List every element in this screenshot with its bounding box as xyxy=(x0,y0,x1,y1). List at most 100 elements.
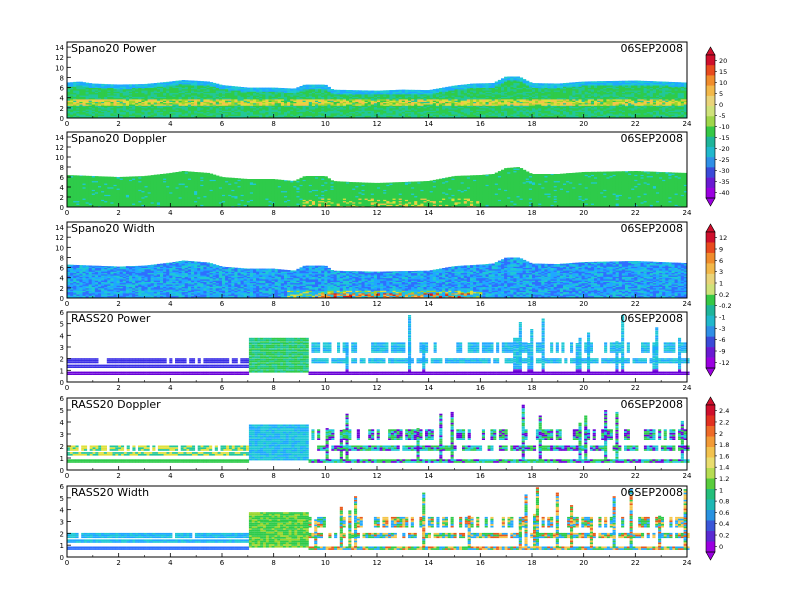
heatmap-cell xyxy=(582,82,586,83)
heatmap-cell xyxy=(262,88,266,90)
heatmap-cell xyxy=(430,90,434,91)
heatmap-cell xyxy=(148,84,152,85)
heatmap-cell xyxy=(544,83,548,84)
heatmap-cell xyxy=(163,82,167,83)
heatmap-cell xyxy=(551,83,555,84)
heatmap-cell xyxy=(396,90,400,91)
heatmap-cell xyxy=(603,81,607,82)
heatmap-cell xyxy=(265,88,269,90)
heatmap-cell xyxy=(507,77,511,78)
heatmap-cell xyxy=(467,84,471,86)
heatmap-cell xyxy=(253,88,257,90)
heatmap-cell xyxy=(281,88,285,89)
heatmap-cell xyxy=(606,81,610,82)
heatmap-cell xyxy=(293,88,297,89)
heatmap-cell xyxy=(145,84,149,86)
heatmap-cell xyxy=(464,84,468,85)
heatmap-cell xyxy=(123,84,127,85)
heatmap-cell xyxy=(402,90,406,91)
heatmap-cell xyxy=(386,90,390,92)
heatmap-cell xyxy=(526,81,530,82)
heatmap-cell xyxy=(362,90,366,91)
heatmap-cell xyxy=(191,81,195,82)
heatmap-cell xyxy=(538,83,542,84)
heatmap-cell xyxy=(110,84,114,85)
heatmap-cell xyxy=(405,90,409,91)
heatmap-cell xyxy=(318,85,322,86)
heatmap-cell xyxy=(634,81,638,82)
heatmap-cell xyxy=(157,83,161,85)
heatmap-cell xyxy=(278,88,282,89)
heatmap-cell xyxy=(290,89,294,90)
heatmap-cell xyxy=(172,81,176,82)
heatmap-cell xyxy=(439,88,443,89)
heatmap-cell xyxy=(548,83,552,84)
heatmap-cell xyxy=(479,83,483,84)
heatmap-cell xyxy=(343,90,347,91)
heatmap-cell xyxy=(241,87,245,88)
heatmap-cell xyxy=(179,80,183,81)
heatmap-cell xyxy=(256,88,260,90)
heatmap-cell xyxy=(92,84,96,85)
heatmap-cell xyxy=(358,90,362,92)
heatmap-cell xyxy=(535,83,539,84)
heatmap-cell xyxy=(408,90,412,91)
heatmap-cell xyxy=(315,85,319,86)
heatmap-cell xyxy=(117,85,121,86)
heatmap-cell xyxy=(132,84,136,85)
heatmap-cell xyxy=(169,82,173,84)
heatmap-cell xyxy=(194,81,198,82)
heatmap-cell xyxy=(451,86,455,87)
heatmap-cell xyxy=(244,87,248,88)
heatmap-cell xyxy=(303,85,307,86)
heatmap-cell xyxy=(234,86,238,88)
heatmap-cell xyxy=(575,82,579,83)
heatmap-cell xyxy=(588,81,592,83)
heatmap-cell xyxy=(445,87,449,88)
heatmap-cell xyxy=(160,82,164,83)
heatmap-cell xyxy=(569,83,573,85)
heatmap-cell xyxy=(141,84,145,85)
heatmap-cell xyxy=(104,84,108,85)
heatmap-cell xyxy=(523,79,527,80)
heatmap-cell xyxy=(300,86,304,87)
heatmap-cell xyxy=(541,83,545,84)
heatmap-cell xyxy=(225,86,229,87)
heatmap-cell xyxy=(101,84,105,86)
heatmap-cell xyxy=(563,83,567,84)
heatmap-cell xyxy=(197,81,201,82)
heatmap-cell xyxy=(166,82,170,83)
heatmap-cell xyxy=(222,85,226,87)
heatmap-cell xyxy=(334,90,338,91)
heatmap-cell xyxy=(346,90,350,91)
heatmap-cell xyxy=(554,84,558,85)
heatmap-cell xyxy=(442,88,446,89)
heatmap-cell xyxy=(417,90,421,91)
heatmap-cell xyxy=(628,81,632,82)
heatmap-cell xyxy=(411,90,415,91)
heatmap-cell xyxy=(482,83,486,84)
heatmap-cell xyxy=(337,90,341,91)
heatmap-cell xyxy=(250,88,254,90)
heatmap-cell xyxy=(436,89,440,90)
heatmap-cell xyxy=(129,84,133,85)
heatmap-cell xyxy=(154,83,158,84)
heatmap-cell xyxy=(114,84,118,85)
heatmap-cell xyxy=(517,77,521,78)
heatmap-cell xyxy=(70,82,74,83)
heatmap-cell xyxy=(619,81,623,82)
heatmap-cell xyxy=(138,84,142,85)
heatmap-cell xyxy=(377,91,381,92)
heatmap-cell xyxy=(275,88,279,90)
heatmap-cell xyxy=(213,83,217,84)
heatmap-cell xyxy=(579,82,583,83)
heatmap-cell xyxy=(259,88,263,90)
heatmap-cell xyxy=(306,85,310,86)
heatmap-cell xyxy=(86,83,90,85)
heatmap-cell xyxy=(383,90,387,92)
heatmap-cell xyxy=(67,82,71,83)
heatmap-cell xyxy=(321,85,325,86)
heatmap-cell xyxy=(188,80,192,81)
heatmap-cell xyxy=(238,87,242,88)
heatmap-cell xyxy=(79,82,83,83)
